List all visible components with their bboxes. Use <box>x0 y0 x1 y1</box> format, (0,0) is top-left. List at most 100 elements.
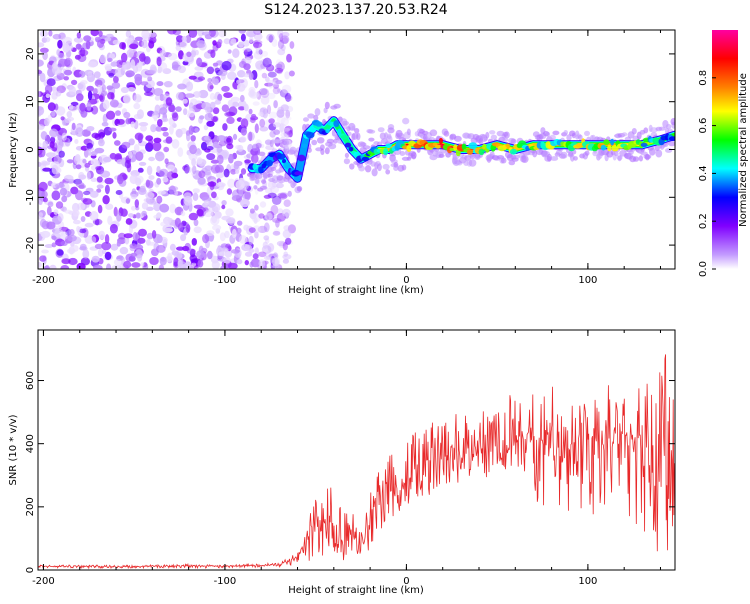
noise-blob <box>106 263 112 269</box>
x-tick-label: -100 <box>214 576 237 587</box>
noise-blob <box>58 58 68 67</box>
signal-haze <box>429 129 438 137</box>
noise-blob <box>204 112 214 121</box>
noise-blob <box>100 170 111 178</box>
noise-blob <box>86 85 94 92</box>
noise-blob <box>218 69 228 77</box>
noise-blob <box>274 67 284 74</box>
noise-blob <box>230 249 240 254</box>
noise-blob <box>265 187 273 194</box>
noise-blob <box>159 203 170 213</box>
signal-blob <box>344 142 352 148</box>
noise-blob <box>201 31 211 36</box>
noise-blob <box>180 211 186 217</box>
noise-blob <box>44 244 54 248</box>
noise-blob <box>139 185 146 193</box>
noise-blob <box>38 181 48 192</box>
noise-blob <box>257 225 268 233</box>
snr-series-line <box>38 354 675 570</box>
noise-blob <box>189 144 198 155</box>
noise-blob <box>270 204 279 215</box>
noise-blob <box>283 225 291 231</box>
noise-blob <box>286 53 292 63</box>
noise-blob <box>120 208 128 217</box>
noise-blob <box>264 212 273 221</box>
noise-blob <box>79 228 87 234</box>
noise-blob <box>157 190 167 195</box>
noise-blob <box>78 49 89 56</box>
noise-blob <box>258 111 264 117</box>
noise-blob <box>273 83 279 89</box>
noise-blob <box>262 108 269 119</box>
noise-blob <box>207 78 213 83</box>
noise-blob <box>163 228 173 233</box>
noise-blob <box>160 117 169 123</box>
noise-blob <box>275 63 283 70</box>
noise-blob <box>56 249 64 256</box>
noise-blob <box>160 221 166 227</box>
signal-blob <box>468 142 478 150</box>
noise-blob <box>141 39 148 49</box>
signal-haze <box>546 153 553 162</box>
noise-blob <box>73 155 81 165</box>
noise-blob <box>228 153 234 164</box>
noise-blob <box>145 191 155 199</box>
noise-blob <box>224 111 235 117</box>
signal-haze <box>303 117 309 122</box>
noise-blob <box>165 97 173 106</box>
noise-blob <box>233 163 239 170</box>
signal-haze <box>513 154 521 159</box>
noise-blob <box>194 127 199 133</box>
noise-blob <box>48 30 53 37</box>
signal-haze <box>490 134 498 140</box>
spectrogram-y-label: Frequency (Hz) <box>8 112 19 188</box>
noise-blob <box>216 154 224 165</box>
signal-haze <box>621 132 628 137</box>
noise-blob <box>76 225 81 233</box>
noise-blob <box>204 135 211 141</box>
x-tick-label: 100 <box>578 275 597 286</box>
noise-blob <box>132 231 138 242</box>
noise-blob <box>135 212 141 219</box>
noise-blob <box>153 201 162 212</box>
signal-haze <box>359 142 367 147</box>
noise-blob <box>226 188 232 195</box>
noise-blob <box>118 232 126 240</box>
noise-blob <box>71 79 78 86</box>
noise-blob <box>146 69 156 74</box>
noise-blob <box>104 177 114 185</box>
noise-blob <box>163 146 170 153</box>
signal-haze <box>320 148 325 155</box>
noise-blob <box>193 219 199 227</box>
signal-haze <box>510 138 517 144</box>
noise-blob <box>101 249 107 255</box>
noise-blob <box>221 200 227 206</box>
noise-blob <box>192 91 201 98</box>
noise-blob <box>74 139 79 144</box>
noise-blob <box>266 104 272 115</box>
noise-blob <box>166 171 175 181</box>
noise-blob <box>212 40 217 46</box>
noise-blob <box>127 87 136 92</box>
spectrogram-y-ticks: -20 -10 0 10 20 <box>25 48 675 253</box>
noise-blob <box>38 146 43 156</box>
noise-blob <box>198 170 206 178</box>
signal-haze <box>377 127 385 133</box>
noise-blob <box>38 262 42 268</box>
noise-blob <box>251 154 259 164</box>
noise-blob <box>156 234 163 244</box>
noise-blob <box>283 251 289 257</box>
noise-blob <box>140 125 147 132</box>
noise-blob <box>188 75 197 80</box>
noise-blob <box>267 79 274 89</box>
noise-blob <box>62 36 73 45</box>
noise-blob <box>248 131 253 142</box>
noise-blob <box>258 213 265 219</box>
noise-blob <box>42 167 52 172</box>
noise-blob <box>154 95 161 101</box>
signal-haze <box>324 101 330 110</box>
noise-blob <box>134 36 143 41</box>
noise-blob <box>163 81 173 88</box>
noise-blob <box>91 105 99 115</box>
signal-blob <box>283 162 291 169</box>
